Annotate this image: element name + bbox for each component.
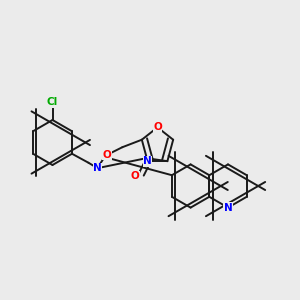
Text: N: N xyxy=(143,156,152,166)
Text: O: O xyxy=(131,171,140,181)
Text: N: N xyxy=(93,163,102,173)
Text: O: O xyxy=(103,150,112,160)
Text: O: O xyxy=(153,122,162,132)
Text: N: N xyxy=(224,202,232,213)
Text: Cl: Cl xyxy=(47,97,58,107)
